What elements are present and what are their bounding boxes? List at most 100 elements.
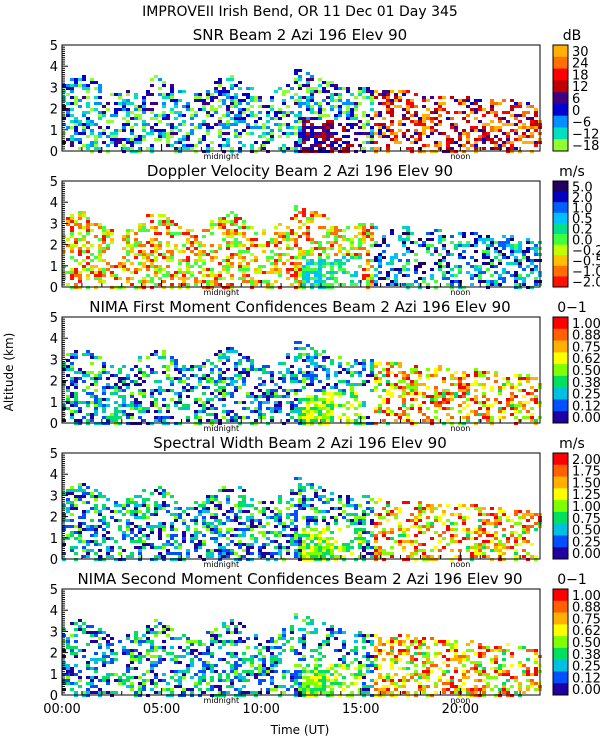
- heatmap-cell: [422, 114, 426, 117]
- heatmap-cell: [234, 513, 238, 516]
- heatmap-cell: [294, 374, 298, 377]
- heatmap-cell: [146, 256, 150, 259]
- heatmap-cell: [326, 229, 330, 232]
- heatmap-cell: [186, 247, 190, 250]
- heatmap-cell: [74, 271, 78, 274]
- heatmap-cell: [370, 546, 374, 549]
- heatmap-cell: [302, 555, 306, 558]
- heatmap-cell: [370, 117, 374, 120]
- heatmap-cell: [534, 419, 538, 422]
- heatmap-cell: [338, 362, 342, 365]
- heatmap-cell: [426, 507, 430, 510]
- heatmap-cell: [258, 147, 262, 150]
- heatmap-cell: [82, 211, 86, 214]
- heatmap-cell: [102, 241, 106, 244]
- heatmap-cell: [370, 259, 374, 262]
- heatmap-cell: [86, 353, 90, 356]
- heatmap-cell: [226, 359, 230, 362]
- heatmap-cell: [346, 543, 350, 546]
- heatmap-cell: [134, 96, 138, 99]
- heatmap-cell: [286, 356, 290, 359]
- heatmap-cell: [506, 132, 510, 135]
- heatmap-cell: [274, 407, 278, 410]
- heatmap-cell: [298, 84, 302, 87]
- heatmap-cell: [318, 105, 322, 108]
- heatmap-cell: [250, 226, 254, 229]
- heatmap-cell: [238, 510, 242, 513]
- heatmap-cell: [330, 555, 334, 558]
- heatmap-cell: [238, 277, 242, 280]
- heatmap-cell: [86, 102, 90, 105]
- heatmap-cell: [142, 250, 146, 253]
- heatmap-cell: [306, 135, 310, 138]
- heatmap-cell: [170, 99, 174, 102]
- heatmap-cell: [246, 93, 250, 96]
- heatmap-cell: [402, 232, 406, 235]
- heatmap-cell: [174, 274, 178, 277]
- heatmap-cell: [126, 413, 130, 416]
- heatmap-cell: [162, 555, 166, 558]
- heatmap-cell: [426, 250, 430, 253]
- heatmap-cell: [314, 144, 318, 147]
- heatmap-cell: [498, 250, 502, 253]
- heatmap-cell: [382, 531, 386, 534]
- heatmap-cell: [170, 111, 174, 114]
- heatmap-cell: [422, 507, 426, 510]
- heatmap-cell: [502, 377, 506, 380]
- heatmap-cell: [142, 226, 146, 229]
- heatmap-cell: [402, 374, 406, 377]
- heatmap-cell: [454, 265, 458, 268]
- heatmap-cell: [522, 280, 526, 283]
- heatmap-cell: [358, 87, 362, 90]
- heatmap-cell: [98, 126, 102, 129]
- heatmap-cell: [510, 407, 514, 410]
- heatmap-cell: [498, 277, 502, 280]
- heatmap-cell: [270, 238, 274, 241]
- heatmap-cell: [478, 413, 482, 416]
- heatmap-cell: [142, 135, 146, 138]
- heatmap-cell: [386, 144, 390, 147]
- heatmap-cell: [102, 407, 106, 410]
- heatmap-cell: [230, 383, 234, 386]
- heatmap-cell: [410, 519, 414, 522]
- heatmap-cell: [454, 111, 458, 114]
- heatmap-cell: [86, 552, 90, 555]
- heatmap-cell: [98, 401, 102, 404]
- heatmap-cell: [290, 87, 294, 90]
- heatmap-cell: [306, 407, 310, 410]
- heatmap-cell: [314, 141, 318, 144]
- heatmap-cell: [386, 371, 390, 374]
- heatmap-cell: [278, 395, 282, 398]
- heatmap-cell: [442, 256, 446, 259]
- heatmap-cell: [294, 477, 298, 480]
- heatmap-cell: [246, 247, 250, 250]
- heatmap-cell: [430, 232, 434, 235]
- heatmap-cell: [306, 344, 310, 347]
- heatmap-cell: [158, 93, 162, 96]
- heatmap-cell: [474, 111, 478, 114]
- heatmap-cell: [70, 525, 74, 528]
- heatmap-cell: [418, 277, 422, 280]
- heatmap-cell: [414, 271, 418, 274]
- heatmap-cell: [98, 274, 102, 277]
- heatmap-cell: [198, 271, 202, 274]
- heatmap-cell: [126, 147, 130, 150]
- heatmap-cell: [434, 250, 438, 253]
- heatmap-cell: [426, 528, 430, 531]
- heatmap-cell: [298, 552, 302, 555]
- heatmap-cell: [138, 510, 142, 513]
- heatmap-cell: [394, 383, 398, 386]
- heatmap-cell: [342, 404, 346, 407]
- heatmap-cell: [522, 123, 526, 126]
- heatmap-cell: [82, 555, 86, 558]
- heatmap-cell: [202, 534, 206, 537]
- heatmap-cell: [246, 102, 250, 105]
- heatmap-cell: [70, 247, 74, 250]
- heatmap-cell: [238, 374, 242, 377]
- heatmap-cell: [206, 501, 210, 504]
- heatmap-cell: [218, 528, 222, 531]
- heatmap-cell: [234, 114, 238, 117]
- y-tick-label: 0: [50, 281, 58, 296]
- heatmap-cell: [226, 555, 230, 558]
- heatmap-cell: [426, 374, 430, 377]
